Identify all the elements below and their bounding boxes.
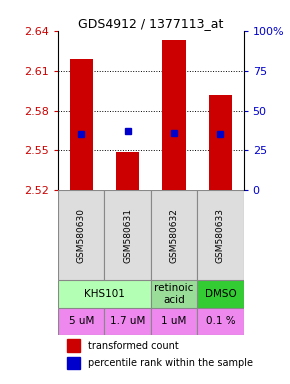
Text: 0.1 %: 0.1 % [206, 316, 235, 326]
Text: 5 uM: 5 uM [68, 316, 94, 326]
Text: percentile rank within the sample: percentile rank within the sample [88, 359, 253, 369]
FancyBboxPatch shape [104, 190, 151, 280]
FancyBboxPatch shape [151, 280, 197, 308]
FancyBboxPatch shape [197, 190, 244, 280]
Text: retinoic
acid: retinoic acid [154, 283, 194, 305]
Text: transformed count: transformed count [88, 341, 178, 351]
FancyBboxPatch shape [151, 190, 197, 280]
Text: GSM580633: GSM580633 [216, 208, 225, 263]
FancyBboxPatch shape [58, 280, 151, 308]
Bar [116, 152, 139, 190]
FancyBboxPatch shape [104, 308, 151, 335]
Bar [70, 59, 93, 190]
Text: KHS101: KHS101 [84, 289, 125, 299]
Text: 1 uM: 1 uM [161, 316, 187, 326]
Text: DMSO: DMSO [204, 289, 236, 299]
Text: 1.7 uM: 1.7 uM [110, 316, 145, 326]
Text: GDS4912 / 1377113_at: GDS4912 / 1377113_at [78, 17, 224, 30]
FancyBboxPatch shape [58, 308, 104, 335]
Bar [209, 94, 232, 190]
FancyBboxPatch shape [58, 190, 104, 280]
FancyBboxPatch shape [151, 308, 197, 335]
Bar [162, 40, 186, 190]
Text: GSM580630: GSM580630 [77, 208, 86, 263]
Text: GSM580631: GSM580631 [123, 208, 132, 263]
Bar [67, 339, 80, 351]
Bar [67, 357, 80, 369]
Text: GSM580632: GSM580632 [169, 208, 179, 263]
FancyBboxPatch shape [197, 308, 244, 335]
FancyBboxPatch shape [197, 280, 244, 308]
